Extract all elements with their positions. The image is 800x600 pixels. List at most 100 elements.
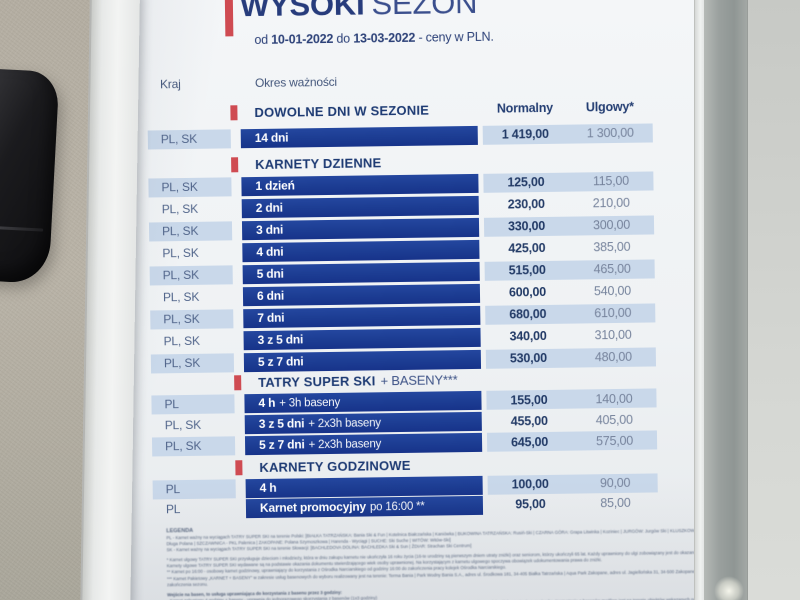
- country-cell: PL, SK: [148, 220, 233, 241]
- validity-label-suffix: + 2x3h baseny: [308, 438, 382, 452]
- normal-price: 645,00: [510, 434, 549, 449]
- section-title-wrap: KARNETY DZIENNE: [255, 155, 381, 172]
- validity-bar: 1 dzień: [241, 173, 479, 196]
- validity-label-suffix: + 2x3h baseny: [308, 417, 381, 431]
- price-cells: 645,00 575,00: [486, 430, 658, 452]
- price-cells: 425,00 385,00: [484, 237, 654, 258]
- country-cell: PL, SK: [149, 264, 233, 285]
- normal-price: 530,00: [509, 350, 548, 366]
- validity-bar: 4 dni: [242, 239, 480, 262]
- column-labels: Kraj Okres ważności: [147, 70, 652, 93]
- validity-bar: 5 z 7 dni + 2x3h baseny: [244, 432, 483, 456]
- validity-label: 3 z 5 dni: [258, 416, 305, 431]
- validity-bar: 2 dni: [241, 195, 479, 218]
- price-cells: 600,00 540,00: [485, 281, 655, 302]
- reduced-price: 90,00: [599, 475, 631, 491]
- price-cells: 530,00 480,00: [485, 346, 657, 369]
- section-dowolne-dni: DOWOLNE DNI W SEZONIE Normalny Ulgowy*: [147, 99, 652, 122]
- poster-content: WYSOKI SEZON od 10-01-2022 do 13-03-2022 …: [146, 0, 727, 600]
- normal-price: 425,00: [508, 240, 546, 256]
- section-marker: [235, 460, 243, 476]
- country-column-label: Kraj: [159, 77, 181, 92]
- price-cells: 230,00 210,00: [484, 193, 654, 214]
- validity-bar: 3 z 5 dni + 2x3h baseny: [244, 411, 482, 435]
- reduced-price: 610,00: [594, 305, 632, 321]
- period-prefix: od: [254, 32, 269, 48]
- poster-title: WYSOKI SEZON: [240, 0, 478, 23]
- section-title-wrap: DOWOLNE DNI W SEZONIE: [254, 103, 429, 120]
- date-to: 13-03-2022: [353, 30, 416, 46]
- normal-price: 455,00: [510, 413, 548, 428]
- validity-label: 4 h: [259, 480, 277, 495]
- section-header: DOWOLNE DNI W SEZONIE Normalny Ulgowy*: [147, 99, 652, 122]
- section-title: KARNETY DZIENNE: [255, 155, 382, 173]
- normal-price: 1 419,00: [501, 126, 549, 142]
- normal-price: 340,00: [509, 328, 547, 344]
- section-title-wrap: KARNETY GODZINOWE: [259, 458, 410, 475]
- rows-dowolne-dni: PL, SK 14 dni 1 419,00 1 300,00: [147, 121, 653, 150]
- frame-edge-strip: [694, 0, 704, 600]
- reduced-price: 210,00: [592, 195, 630, 211]
- country-cell: PL, SK: [148, 176, 232, 198]
- validity-label-suffix: po 16:00 **: [369, 500, 425, 513]
- section-marker: [230, 105, 238, 121]
- validity-column-label: Okres ważności: [254, 74, 338, 91]
- validity-label: 14 dni: [254, 130, 289, 145]
- country-cell: PL, SK: [162, 289, 200, 304]
- section-title: TATRY SUPER SKI: [258, 373, 376, 390]
- price-row: PL, SK 14 dni 1 419,00 1 300,00: [147, 121, 653, 150]
- validity-label: Karnet promocyjny: [259, 498, 367, 515]
- price-cells: 95,00 85,00: [488, 493, 658, 514]
- country-cell: PL, SK: [163, 333, 200, 348]
- frame-side-strip: [704, 0, 748, 600]
- normal-price: 230,00: [507, 196, 545, 212]
- validity-bar: 3 z 5 dni: [243, 327, 481, 350]
- rows-tatry-super-ski: PL 4 h + 3h baseny 155,00 140,00 PL, SK 3 …: [151, 387, 658, 457]
- validity-bar: 5 z 7 dni: [243, 349, 482, 372]
- validity-bar: 6 dni: [242, 283, 481, 306]
- validity-label: 3 z 5 dni: [257, 331, 304, 347]
- country-cell: PL, SK: [150, 352, 235, 373]
- country-cell: PL, SK: [147, 128, 231, 150]
- validity-label: 3 dni: [255, 222, 284, 237]
- reduced-price: 575,00: [595, 433, 634, 448]
- country-cell: PL, SK: [162, 245, 199, 260]
- price-cells: 155,00 140,00: [486, 388, 657, 410]
- section-title-wrap: TATRY SUPER SKI + BASENY***: [258, 372, 458, 390]
- validity-label: 5 dni: [256, 266, 284, 281]
- validity-bar: 7 dni: [243, 305, 481, 328]
- validity-label: 4 dni: [256, 244, 284, 259]
- price-cells: 515,00 465,00: [484, 258, 655, 281]
- reduced-price: 140,00: [595, 391, 633, 406]
- section-marker: [234, 375, 242, 391]
- light-reflection: [714, 576, 744, 600]
- validity-period: od 10-01-2022 do 13-03-2022 - ceny w PLN…: [254, 30, 493, 47]
- reduced-price: 1 300,00: [586, 125, 634, 141]
- section-title: DOWOLNE DNI W SEZONIE: [254, 102, 430, 121]
- period-suffix: - ceny w PLN.: [418, 29, 494, 45]
- title-bold: WYSOKI: [239, 0, 365, 24]
- price-list-poster: WYSOKI SEZON od 10-01-2022 do 13-03-2022 …: [118, 0, 727, 600]
- normal-price: 155,00: [510, 392, 548, 407]
- country-cell: PL, SK: [151, 436, 236, 457]
- price-cells: 340,00 310,00: [485, 325, 655, 346]
- validity-bar: Karnet promocyjny po 16:00 **: [245, 495, 484, 518]
- title-light: SEZON: [371, 0, 478, 22]
- validity-label: 2 dni: [255, 200, 283, 215]
- country-cell: PL, SK: [150, 308, 234, 329]
- date-from: 10-01-2022: [271, 31, 334, 47]
- validity-label: 4 h: [258, 395, 276, 410]
- normal-price: 95,00: [515, 496, 546, 512]
- country-cell: PL, SK: [164, 417, 202, 433]
- price-cells: 455,00 405,00: [487, 409, 657, 430]
- price-cells: 330,00 300,00: [483, 214, 655, 237]
- validity-label: 5 z 7 dni: [258, 437, 305, 452]
- section-title: KARNETY GODZINOWE: [259, 457, 411, 475]
- reduced-price: 480,00: [594, 349, 632, 365]
- normal-price: 680,00: [509, 306, 547, 322]
- price-column-headers: Normalny Ulgowy*: [482, 99, 652, 116]
- reduced-price: 465,00: [593, 261, 631, 277]
- normal-price: 330,00: [507, 218, 546, 234]
- country-cell: PL: [151, 394, 235, 415]
- validity-label: 6 dni: [256, 288, 285, 303]
